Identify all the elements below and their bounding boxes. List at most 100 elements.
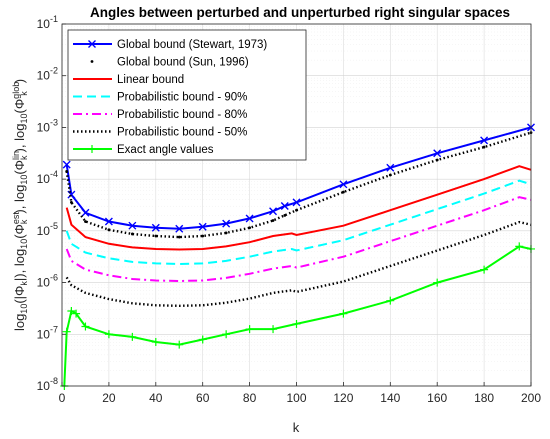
y-label-part: )	[12, 79, 27, 83]
series-point	[339, 180, 348, 189]
series-2	[65, 131, 533, 239]
x-tick-label: 180	[474, 391, 494, 405]
legend-label: Linear bound	[117, 74, 184, 86]
series-6	[65, 220, 532, 308]
y-label-sub: k	[19, 281, 29, 286]
y-tick-exponent: -2	[50, 66, 58, 76]
y-tick-label: 10-2	[37, 66, 58, 83]
axis-ticks: 0 20 40 60 80 100 120 140 160 180 20010-110-210-31…	[37, 14, 542, 405]
series-point	[480, 265, 489, 274]
y-label-part: ), log	[12, 124, 27, 153]
x-tick-label: 40	[149, 391, 163, 405]
series-point	[292, 198, 301, 207]
series-point	[292, 319, 301, 328]
y-tick-base: 10	[37, 69, 51, 83]
series-point	[62, 327, 71, 336]
y-label-part: (Φ	[12, 160, 27, 175]
legend-label: Exact angle values	[117, 144, 214, 156]
series-point	[271, 219, 275, 222]
y-label-part: ), log	[12, 185, 27, 214]
series-point	[84, 220, 87, 223]
series-point	[175, 224, 184, 233]
y-label-part: log	[12, 314, 27, 331]
series-point	[222, 219, 231, 228]
series-point	[245, 325, 254, 334]
series-point	[104, 217, 113, 226]
series-point	[72, 309, 81, 318]
legend-label: Global bound (Sun, 1996)	[117, 57, 249, 69]
series-point	[65, 169, 69, 173]
legend-label: Global bound (Stewart, 1973)	[117, 39, 267, 51]
series-point	[177, 235, 181, 239]
series-point	[269, 325, 278, 334]
series-point	[130, 232, 134, 236]
y-label-part: (Φ	[12, 224, 27, 239]
series-point	[482, 145, 486, 149]
legend-marker	[90, 60, 94, 63]
x-tick-label: 100	[286, 391, 306, 405]
series-point	[67, 307, 76, 316]
x-tick-label: 160	[427, 391, 447, 405]
series-1	[62, 123, 535, 233]
y-tick-exponent: -4	[50, 169, 58, 179]
series-point	[342, 190, 345, 194]
y-label-sup: est	[11, 212, 21, 225]
series-line	[65, 220, 532, 308]
y-label-part: (|Φ	[12, 286, 27, 304]
y-label-sub: k	[19, 219, 29, 224]
y-axis-label: log10(|Φk|), log10(Φestk), log10(Φlink),…	[11, 79, 29, 331]
series-point	[198, 222, 207, 231]
series-line	[65, 131, 532, 239]
x-tick-label: 80	[243, 391, 257, 405]
series-point	[269, 207, 278, 216]
y-label-part: |), log	[12, 249, 27, 281]
series-point	[386, 296, 395, 305]
y-tick-exponent: -6	[50, 273, 58, 283]
y-tick-exponent: -1	[50, 14, 58, 24]
x-tick-label: 140	[380, 391, 400, 405]
y-tick-base: 10	[37, 276, 51, 290]
legend-label: Probabilistic bound - 90%	[117, 92, 247, 104]
series-point	[248, 226, 252, 230]
series-5	[65, 196, 532, 283]
series-point	[128, 221, 137, 230]
y-tick-base: 10	[37, 327, 51, 341]
series-point	[515, 242, 524, 251]
y-label-sup: glob	[11, 82, 21, 99]
y-label-sup: lin	[11, 151, 21, 160]
y-tick-base: 10	[37, 224, 51, 238]
y-tick-label: 10-5	[37, 221, 58, 238]
y-tick-exponent: -3	[50, 117, 58, 127]
legend-marker	[88, 40, 96, 48]
series-line	[65, 126, 532, 230]
series-point	[245, 214, 254, 223]
series-point	[151, 223, 160, 232]
y-label-sub: k	[19, 155, 29, 160]
series-line	[65, 196, 532, 283]
series-point	[224, 231, 228, 235]
y-label-sub: 10	[19, 239, 29, 249]
series-3	[65, 165, 532, 251]
series-point	[339, 309, 348, 318]
legend-label: Probabilistic bound - 80%	[117, 109, 247, 121]
x-tick-label: 200	[521, 391, 541, 405]
x-tick-label: 20	[102, 391, 116, 405]
y-tick-label: 10-7	[37, 324, 58, 341]
y-tick-exponent: -8	[50, 376, 58, 386]
y-tick-base: 10	[37, 17, 51, 31]
legend: Global bound (Stewart, 1973) Global bound…	[67, 29, 307, 161]
y-tick-label: 10-1	[37, 14, 58, 31]
series-point	[151, 338, 160, 347]
y-label-sub: 10	[19, 114, 29, 124]
series-point	[62, 160, 71, 169]
series-point	[175, 340, 184, 349]
y-label-sub: k	[19, 91, 29, 96]
series-point	[104, 330, 113, 339]
y-tick-label: 10-6	[37, 273, 58, 290]
series-point	[433, 278, 442, 287]
x-tick-label: 60	[196, 391, 210, 405]
series-point	[69, 201, 73, 204]
x-tick-label: 120	[333, 391, 353, 405]
series-point	[107, 228, 111, 232]
